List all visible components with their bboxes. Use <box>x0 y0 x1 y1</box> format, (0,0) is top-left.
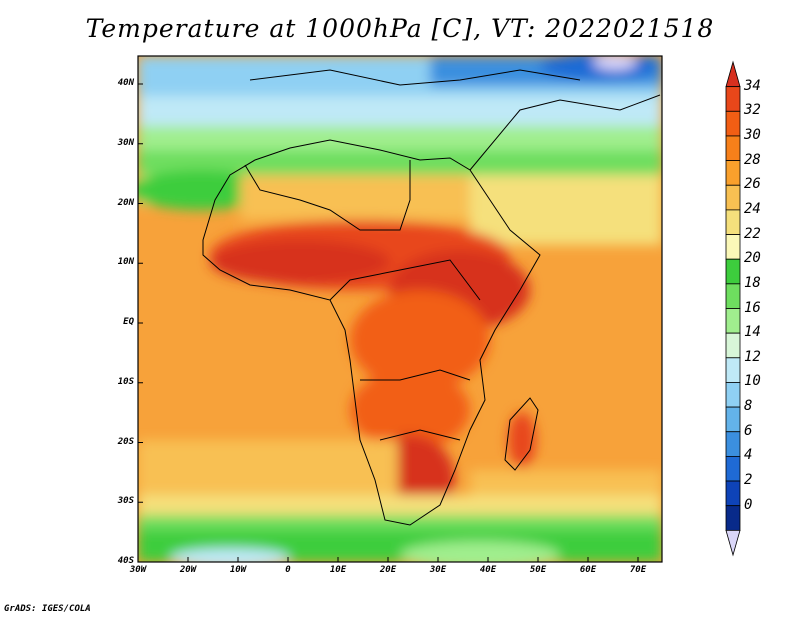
longitude-label: 60E <box>579 565 597 575</box>
plot-frame <box>137 55 663 563</box>
longitude-label: 0 <box>285 565 291 575</box>
credit-text: GrADS: IGES/COLA <box>4 604 91 614</box>
colorbar-label: 30 <box>744 126 761 143</box>
longitude-label: 40E <box>479 565 497 575</box>
colorbar-label: 28 <box>744 151 761 168</box>
latitude-label: 30N <box>117 137 134 148</box>
colorbar-segment <box>725 382 741 408</box>
colorbar-label: 22 <box>744 225 761 242</box>
colorbar-segment <box>725 431 741 457</box>
colorbar-segment <box>725 406 741 433</box>
latitude-label: 10S <box>117 376 134 387</box>
colorbar-segment <box>725 308 741 334</box>
longitude-label: 30W <box>129 565 147 575</box>
latitude-label: 20N <box>117 197 134 208</box>
colorbar-segment <box>725 505 741 531</box>
latitude-label: 30S <box>117 496 134 507</box>
colorbar-label: 24 <box>744 200 761 217</box>
longitude-label: 10W <box>229 565 247 575</box>
latitude-label: 40N <box>117 78 134 88</box>
chart-title: Temperature at 1000hPa [C], VT: 20220215… <box>85 14 715 43</box>
colorbar-label: 12 <box>744 348 761 365</box>
latitude-label: EQ <box>123 317 134 327</box>
colorbar-label: 8 <box>744 398 753 415</box>
latitude-label: 10N <box>117 257 134 268</box>
latitude-label: 20S <box>117 436 134 447</box>
longitude-label: 10E <box>329 565 347 575</box>
colorbar <box>725 60 741 557</box>
temperature-field <box>138 56 662 562</box>
coastlines <box>202 69 661 526</box>
colorbar-segment <box>725 110 741 137</box>
colorbar-segment <box>725 60 741 88</box>
colorbar-segment <box>725 357 741 383</box>
colorbar-label: 14 <box>744 324 761 341</box>
longitude-label: 20E <box>379 565 397 575</box>
colorbar-segment <box>725 480 741 507</box>
colorbar-label: 32 <box>744 102 761 119</box>
axis-ticks <box>137 83 639 563</box>
longitude-label: 20W <box>179 565 197 575</box>
colorbar-segment <box>725 455 741 482</box>
longitude-label: 50E <box>529 565 547 575</box>
colorbar-label: 26 <box>744 176 761 193</box>
colorbar-label: 0 <box>744 496 753 513</box>
latitude-label: 40S <box>117 556 134 566</box>
colorbar-segment <box>725 160 741 186</box>
colorbar-label: 34 <box>744 77 761 94</box>
colorbar-label: 4 <box>744 447 753 464</box>
longitude-label: 70E <box>629 565 647 575</box>
colorbar-label: 10 <box>744 373 761 390</box>
colorbar-segment <box>725 332 741 359</box>
colorbar-label: 6 <box>744 422 753 439</box>
colorbar-segment <box>725 283 741 309</box>
colorbar-label: 2 <box>744 472 753 489</box>
colorbar-label: 18 <box>744 274 761 291</box>
colorbar-segment <box>725 184 741 211</box>
longitude-label: 30E <box>429 565 447 575</box>
colorbar-label: 20 <box>744 250 761 267</box>
colorbar-segment <box>725 529 741 557</box>
colorbar-segment <box>725 234 741 260</box>
colorbar-segment <box>725 86 741 112</box>
colorbar-label: 16 <box>744 299 761 316</box>
colorbar-segment <box>725 258 741 285</box>
colorbar-segment <box>725 135 741 161</box>
colorbar-segment <box>725 209 741 235</box>
